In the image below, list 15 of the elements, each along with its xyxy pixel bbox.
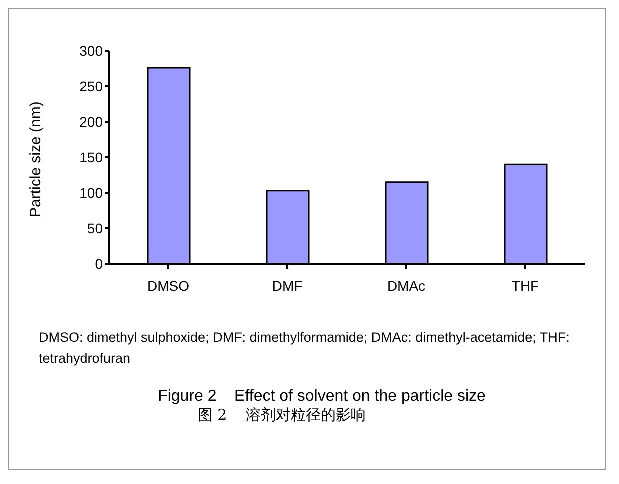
x-tick-label: DMF bbox=[272, 278, 303, 294]
y-tick-label: 300 bbox=[80, 42, 104, 59]
y-tick-label: 0 bbox=[95, 256, 104, 272]
text: DMSO: dimethyl sulphoxide; DMF: dimethylformamide; DMAc: dimethyl-acetamide; THF: tetrahydrofuran bbox=[39, 329, 571, 368]
x-tick-label: THF bbox=[512, 278, 540, 294]
y-axis-title: Particle size (nm) bbox=[27, 102, 44, 218]
y-tick-label: 150 bbox=[80, 149, 104, 166]
y-tick-label: 100 bbox=[80, 184, 104, 201]
y-tick-label: 50 bbox=[87, 220, 104, 236]
text: 图 2 溶剂对粒径的影响 bbox=[196, 406, 368, 425]
x-tick-label: DMSO bbox=[148, 278, 190, 294]
y-tick-label: 200 bbox=[80, 114, 104, 130]
text: Figure 2 Effect of solvent on the particle size bbox=[157, 387, 487, 406]
y-tick-label: 250 bbox=[80, 78, 104, 94]
x-tick-label: DMAc bbox=[387, 278, 426, 294]
